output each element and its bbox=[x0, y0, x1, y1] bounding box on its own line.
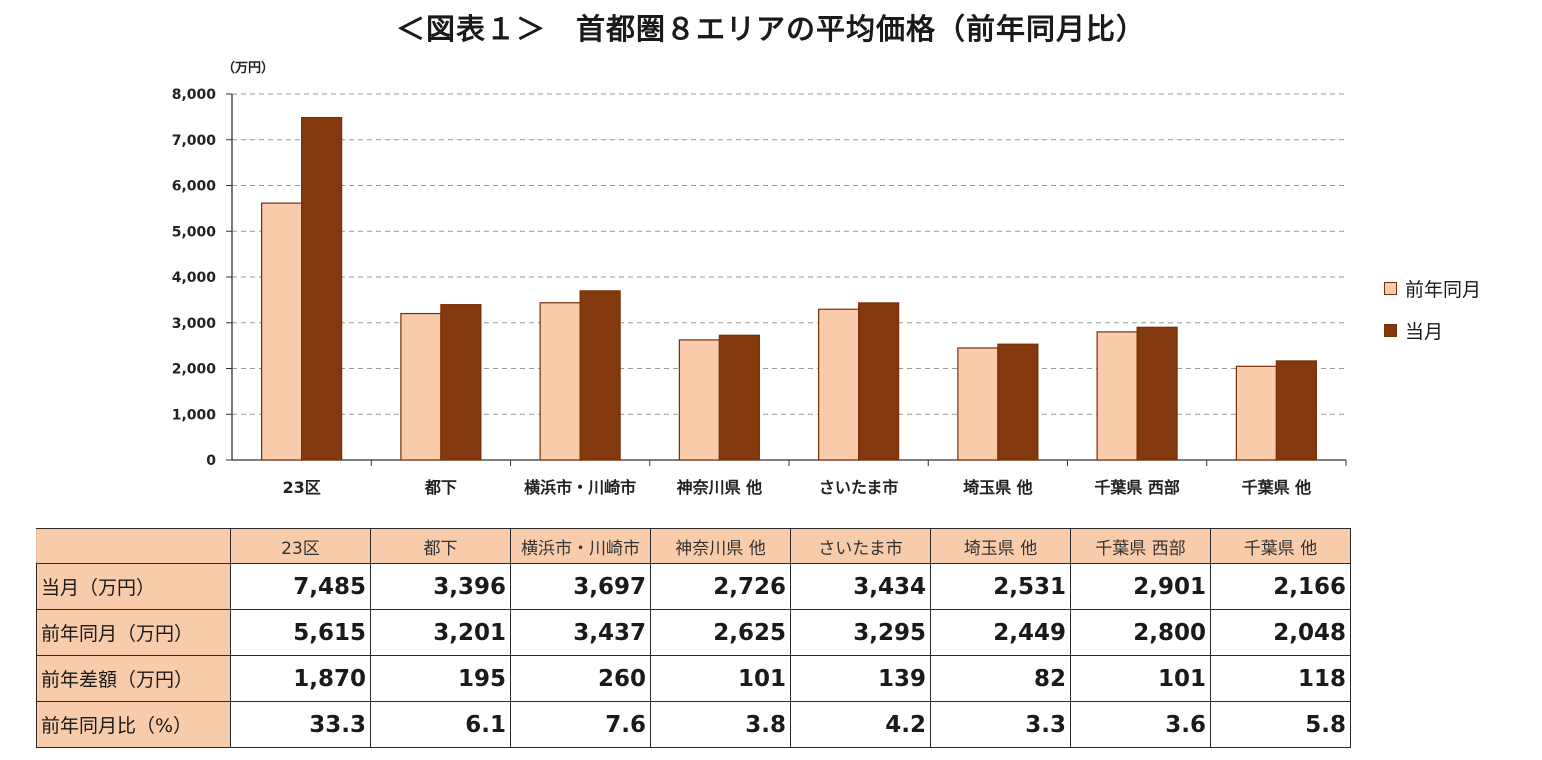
table-cell: 2,625 bbox=[650, 609, 791, 656]
legend-item-prev-year: 前年同月 bbox=[1384, 278, 1481, 301]
table-header-cell: 千葉県 西部 bbox=[1070, 528, 1211, 564]
bar-current bbox=[440, 304, 482, 461]
table-cell: 3,437 bbox=[510, 609, 651, 656]
table-cell: 101 bbox=[1070, 655, 1211, 702]
legend-swatch-current bbox=[1384, 323, 1397, 337]
bar-prev-year bbox=[678, 339, 720, 461]
y-tick-label: 1,000 bbox=[172, 407, 217, 423]
table-cell: 3,295 bbox=[790, 609, 931, 656]
bar-prev-year bbox=[818, 308, 860, 461]
table-cell: 82 bbox=[930, 655, 1071, 702]
table-row: 前年同月（万円） 5,615 3,201 3,437 2,625 3,295 2… bbox=[36, 609, 1351, 656]
data-table: 23区 都下 横浜市・川崎市 神奈川県 他 さいたま市 埼玉県 他 千葉県 西部… bbox=[36, 528, 1351, 748]
table-cell: 33.3 bbox=[230, 701, 371, 748]
table-cell: 1,870 bbox=[230, 655, 371, 702]
y-tick-label: 7,000 bbox=[172, 133, 217, 149]
y-unit-label: （万円） bbox=[222, 60, 274, 76]
y-tick-label: 6,000 bbox=[172, 179, 217, 195]
y-tick-label: 2,000 bbox=[172, 362, 217, 378]
table-cell: 2,901 bbox=[1070, 563, 1211, 610]
bar-prev-year bbox=[539, 302, 581, 461]
legend: 前年同月 当月 bbox=[1384, 278, 1481, 362]
x-tick-label: 埼玉県 他 bbox=[963, 478, 1033, 497]
table-cell: 4.2 bbox=[790, 701, 931, 748]
bar-current bbox=[579, 290, 621, 461]
x-tick-label: 千葉県 他 bbox=[1242, 478, 1312, 497]
table-header-cell: 23区 bbox=[230, 528, 371, 564]
legend-label-prev-year: 前年同月 bbox=[1405, 278, 1482, 301]
table-cell: 7,485 bbox=[230, 563, 371, 610]
chart-title: ＜図表１＞ 首都圏８エリアの平均価格（前年同月比） bbox=[395, 12, 1146, 46]
table-header-cell: 神奈川県 他 bbox=[650, 528, 791, 564]
table-cell: 7.6 bbox=[510, 701, 651, 748]
table-row-label: 当月（万円） bbox=[36, 563, 231, 610]
table-cell: 139 bbox=[790, 655, 931, 702]
y-tick-label: 4,000 bbox=[172, 270, 217, 286]
table-cell: 3,201 bbox=[370, 609, 511, 656]
y-tick-label: 3,000 bbox=[172, 316, 217, 332]
table-row: 前年同月比（%） 33.3 6.1 7.6 3.8 4.2 3.3 3.6 5.… bbox=[36, 701, 1351, 748]
table-header-row: 23区 都下 横浜市・川崎市 神奈川県 他 さいたま市 埼玉県 他 千葉県 西部… bbox=[36, 528, 1351, 564]
y-tick-label: 8,000 bbox=[172, 87, 217, 103]
x-tick-label: 神奈川県 他 bbox=[677, 478, 763, 497]
x-tick-label: 横浜市・川崎市 bbox=[524, 478, 636, 497]
bar-prev-year bbox=[400, 312, 442, 461]
table-cell: 3,396 bbox=[370, 563, 511, 610]
table-cell: 260 bbox=[510, 655, 651, 702]
x-tick-label: 千葉県 西部 bbox=[1094, 478, 1180, 497]
table-cell: 2,166 bbox=[1210, 563, 1351, 610]
table-row-label: 前年差額（万円） bbox=[36, 655, 231, 702]
table-cell: 2,800 bbox=[1070, 609, 1211, 656]
table-cell: 3.8 bbox=[650, 701, 791, 748]
table-cell: 101 bbox=[650, 655, 791, 702]
bar-chart: （万円） 0 1,000 2,000 3,000 4,000 5,000 6,000 7,000… bbox=[172, 60, 1347, 497]
bar-current bbox=[858, 302, 900, 461]
table-cell: 3.3 bbox=[930, 701, 1071, 748]
bar-current bbox=[301, 116, 343, 461]
table-cell: 3,434 bbox=[790, 563, 931, 610]
table-row: 当月（万円） 7,485 3,396 3,697 2,726 3,434 2,5… bbox=[36, 563, 1351, 610]
table-row-label: 前年同月（万円） bbox=[36, 609, 231, 656]
table-cell: 6.1 bbox=[370, 701, 511, 748]
y-tick-label: 0 bbox=[206, 453, 216, 469]
y-tick-label: 5,000 bbox=[172, 224, 217, 240]
x-tick-label: さいたま市 bbox=[819, 478, 899, 497]
legend-label-current: 当月 bbox=[1405, 320, 1444, 343]
table-header-cell: 千葉県 他 bbox=[1210, 528, 1351, 564]
bar-prev-year bbox=[261, 202, 303, 461]
bar-prev-year bbox=[1235, 365, 1277, 461]
table-cell: 3,697 bbox=[510, 563, 651, 610]
table-cell: 2,726 bbox=[650, 563, 791, 610]
table-header-cell bbox=[36, 528, 231, 564]
table-row: 前年差額（万円） 1,870 195 260 101 139 82 101 11… bbox=[36, 655, 1351, 702]
legend-swatch-prev-year bbox=[1384, 281, 1397, 295]
table-cell: 3.6 bbox=[1070, 701, 1211, 748]
table-cell: 118 bbox=[1210, 655, 1351, 702]
table-cell: 5.8 bbox=[1210, 701, 1351, 748]
bar-prev-year bbox=[957, 347, 999, 461]
table-header-cell: 横浜市・川崎市 bbox=[510, 528, 651, 564]
bar-current bbox=[1275, 360, 1317, 461]
table-header-cell: 埼玉県 他 bbox=[930, 528, 1071, 564]
bar-current bbox=[997, 343, 1039, 461]
x-tick-label: 都下 bbox=[424, 478, 457, 497]
table-row-label: 前年同月比（%） bbox=[36, 701, 231, 748]
table-cell: 2,048 bbox=[1210, 609, 1351, 656]
table-header-cell: さいたま市 bbox=[790, 528, 931, 564]
x-tick-label: 23区 bbox=[282, 478, 320, 497]
table-cell: 5,615 bbox=[230, 609, 371, 656]
table-cell: 195 bbox=[370, 655, 511, 702]
table-cell: 2,531 bbox=[930, 563, 1071, 610]
table-header-cell: 都下 bbox=[370, 528, 511, 564]
table-cell: 2,449 bbox=[930, 609, 1071, 656]
bar-prev-year bbox=[1096, 331, 1138, 461]
bar-current bbox=[1136, 326, 1178, 461]
bar-current bbox=[718, 334, 760, 461]
legend-item-current: 当月 bbox=[1384, 320, 1481, 343]
